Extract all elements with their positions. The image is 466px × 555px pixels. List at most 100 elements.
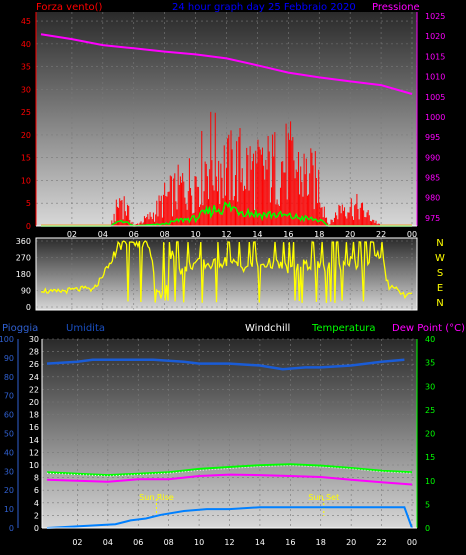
x-tick-label: 06 bbox=[129, 230, 139, 239]
wind-tick-label: 10 bbox=[21, 176, 31, 185]
sun-set-label: Sun Set bbox=[308, 493, 339, 502]
wind-tick-label: 30 bbox=[21, 85, 31, 94]
pressure-tick-label: 1010 bbox=[425, 73, 445, 82]
x-tick-label: 16 bbox=[283, 230, 293, 239]
humidity-tick-label: 14 bbox=[29, 436, 39, 445]
x-tick-label: 08 bbox=[164, 538, 174, 547]
rain-tick-label: 60 bbox=[4, 411, 14, 420]
rain-tick-label: 30 bbox=[4, 467, 14, 476]
rain-tick-label: 0 bbox=[9, 524, 14, 533]
dewpoint-line bbox=[46, 473, 413, 486]
temperature-tick-label: 15 bbox=[425, 453, 435, 462]
rain-tick-label: 10 bbox=[4, 505, 14, 514]
x-tick-label: 10 bbox=[190, 230, 200, 239]
direction-tick-label: 0 bbox=[26, 303, 31, 312]
wind-tick-label: 25 bbox=[21, 108, 31, 117]
pressure-tick-label: 1005 bbox=[425, 93, 445, 102]
x-tick-label: 18 bbox=[316, 538, 326, 547]
windchill-line bbox=[46, 465, 413, 477]
x-tick-label: 14 bbox=[255, 538, 265, 547]
pressure-tick-label: 990 bbox=[425, 153, 440, 162]
wind-axis-title: Forza vento() bbox=[36, 2, 103, 13]
humidity-tick-label: 26 bbox=[29, 360, 39, 369]
direction-panel-frame bbox=[35, 237, 418, 311]
humidity-tick-label: 2 bbox=[34, 511, 39, 520]
rain-tick-label: 100 bbox=[0, 335, 14, 344]
temperature-panel-axes: 0246810121416182022242628300102030405060… bbox=[0, 335, 435, 547]
x-tick-label: 12 bbox=[224, 538, 234, 547]
humidity-tick-label: 28 bbox=[29, 348, 39, 357]
wind-panel-axes: 0510152025303540459759809859909951000100… bbox=[21, 12, 445, 239]
wind-tick-label: 15 bbox=[21, 154, 31, 163]
pressure-tick-label: 980 bbox=[425, 194, 440, 203]
compass-label: S bbox=[437, 268, 443, 279]
pressure-tick-label: 995 bbox=[425, 133, 440, 142]
pressure-tick-label: 1000 bbox=[425, 113, 445, 122]
humidity-tick-label: 22 bbox=[29, 385, 39, 394]
humidity-tick-label: 30 bbox=[29, 335, 39, 344]
pressure-tick-label: 1015 bbox=[425, 52, 445, 61]
temperature-tick-label: 35 bbox=[425, 359, 435, 368]
compass-label: N bbox=[436, 298, 443, 309]
temperature-tick-label: 20 bbox=[425, 430, 435, 439]
humidity-tick-label: 8 bbox=[34, 474, 39, 483]
legend-rain: Pioggia bbox=[2, 323, 38, 334]
x-tick-label: 00 bbox=[407, 230, 417, 239]
humidity-tick-label: 20 bbox=[29, 398, 39, 407]
x-tick-label: 02 bbox=[67, 230, 77, 239]
temperature-tick-label: 30 bbox=[425, 382, 435, 391]
humidity-tick-label: 4 bbox=[34, 499, 39, 508]
legend-humidity: Umidita bbox=[66, 323, 105, 334]
direction-tick-label: 180 bbox=[16, 270, 31, 279]
x-tick-label: 08 bbox=[160, 230, 170, 239]
pressure-tick-label: 1020 bbox=[425, 32, 445, 41]
direction-line bbox=[40, 240, 413, 303]
wind-tick-label: 20 bbox=[21, 131, 31, 140]
sun-rise-label: Sun Rise bbox=[139, 493, 174, 502]
humidity-line bbox=[46, 358, 405, 371]
x-tick-label: 04 bbox=[103, 538, 113, 547]
x-tick-label: 00 bbox=[407, 538, 417, 547]
temperature-panel-grid bbox=[42, 338, 417, 529]
x-tick-label: 10 bbox=[194, 538, 204, 547]
wind-tick-label: 0 bbox=[26, 222, 31, 231]
rain-line bbox=[46, 506, 413, 529]
x-tick-label: 16 bbox=[285, 538, 295, 547]
wind-tick-label: 40 bbox=[21, 40, 31, 49]
x-tick-label: 22 bbox=[376, 538, 386, 547]
humidity-tick-label: 10 bbox=[29, 461, 39, 470]
rain-tick-label: 40 bbox=[4, 448, 14, 457]
legend-dewpoint: Dew Point (°C) bbox=[392, 323, 465, 334]
temperature-tick-label: 25 bbox=[425, 406, 435, 415]
compass-label: E bbox=[437, 283, 443, 294]
wind-tick-label: 45 bbox=[21, 17, 31, 26]
x-tick-label: 18 bbox=[314, 230, 324, 239]
pressure-tick-label: 975 bbox=[425, 214, 440, 223]
pressure-tick-label: 985 bbox=[425, 174, 440, 183]
humidity-tick-label: 6 bbox=[34, 486, 39, 495]
temperature-tick-label: 40 bbox=[425, 335, 435, 344]
compass-label: W bbox=[435, 253, 445, 264]
wind-panel-series bbox=[40, 33, 413, 227]
rain-tick-label: 70 bbox=[4, 392, 14, 401]
rain-tick-label: 20 bbox=[4, 486, 14, 495]
humidity-tick-label: 0 bbox=[34, 524, 39, 533]
x-tick-label: 20 bbox=[345, 230, 355, 239]
x-tick-label: 02 bbox=[72, 538, 82, 547]
pressure-axis-title: Pressione bbox=[372, 2, 420, 13]
humidity-tick-label: 24 bbox=[29, 373, 39, 382]
pressure-tick-label: 1025 bbox=[425, 12, 445, 21]
rain-tick-label: 90 bbox=[4, 354, 14, 363]
x-tick-label: 22 bbox=[376, 230, 386, 239]
temperature-tick-label: 0 bbox=[425, 524, 430, 533]
legend-windchill: Windchill bbox=[245, 323, 290, 334]
x-tick-label: 12 bbox=[221, 230, 231, 239]
x-tick-label: 14 bbox=[252, 230, 262, 239]
rain-tick-label: 80 bbox=[4, 373, 14, 382]
direction-tick-label: 360 bbox=[16, 237, 31, 246]
temperature-tick-label: 5 bbox=[425, 500, 430, 509]
pressure-line bbox=[40, 33, 413, 95]
wind-tick-label: 35 bbox=[21, 63, 31, 72]
